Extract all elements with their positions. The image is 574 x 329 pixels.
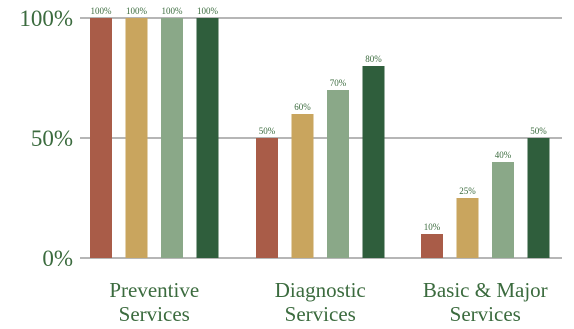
category-label-1: Preventive Services: [109, 278, 199, 326]
bar-series3-cat1: [161, 18, 183, 258]
category-label-3: Basic & Major Services: [423, 278, 548, 326]
category-label-line: Services: [450, 302, 521, 326]
data-label-series4-cat2: 80%: [365, 54, 382, 64]
y-tick-label-100: 100%: [19, 6, 73, 31]
bar-series4-cat2: [362, 66, 385, 258]
bar-series2-cat1: [125, 18, 148, 258]
bar-series2-cat2: [291, 114, 314, 258]
gridlines: [80, 17, 562, 259]
bar-series1-cat1: [90, 18, 112, 258]
category-label-line: Diagnostic: [275, 278, 366, 302]
y-tick-label-50: 50%: [31, 126, 73, 151]
category-label-2: Diagnostic Services: [275, 278, 366, 326]
data-label-series2-cat1: 100%: [126, 6, 148, 16]
category-label-line: Basic & Major: [423, 278, 548, 302]
data-label-series1-cat1: 100%: [91, 6, 113, 16]
bar-series1-cat2: [256, 138, 278, 258]
bar-series3-cat3: [492, 162, 514, 258]
data-label-series4-cat1: 100%: [197, 6, 219, 16]
data-label-series3-cat2: 70%: [330, 78, 347, 88]
bar-series4-cat1: [196, 18, 219, 258]
data-label-series2-cat3: 25%: [459, 186, 476, 196]
bar-series1-cat3: [421, 234, 443, 258]
category-label-line: Preventive: [109, 278, 199, 302]
data-label-series1-cat3: 10%: [424, 222, 441, 232]
data-labels: 100% 50% 10% 100% 60% 25% 100% 70% 40% 100% 80% 50%: [91, 6, 548, 232]
bar-series2-cat3: [456, 198, 479, 258]
category-label-line: Services: [119, 302, 190, 326]
bar-series3-cat2: [327, 90, 349, 258]
y-axis-tick-labels: 0% 50% 100%: [19, 6, 73, 271]
bars: [90, 18, 550, 258]
data-label-series4-cat3: 50%: [530, 126, 547, 136]
data-label-series3-cat1: 100%: [162, 6, 184, 16]
data-label-series3-cat3: 40%: [495, 150, 512, 160]
category-label-line: Services: [285, 302, 356, 326]
bar-series4-cat3: [527, 138, 550, 258]
y-tick-label-0: 0%: [42, 246, 73, 271]
data-label-series2-cat2: 60%: [294, 102, 311, 112]
data-label-series1-cat2: 50%: [259, 126, 276, 136]
